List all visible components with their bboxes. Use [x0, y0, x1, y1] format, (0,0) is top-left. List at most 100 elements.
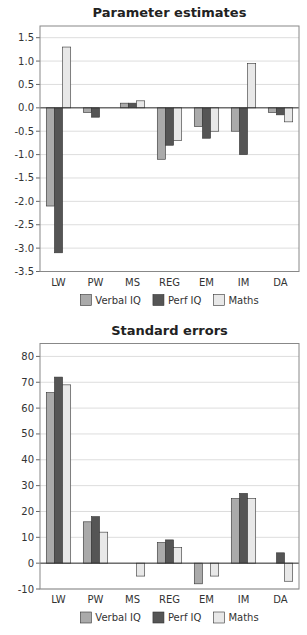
bar [128, 103, 136, 108]
x-tick-label: PW [88, 594, 104, 605]
bar [231, 108, 239, 131]
y-tick-label: 40 [21, 454, 34, 465]
y-tick-label: 1.5 [18, 32, 34, 43]
legend-swatch [80, 295, 91, 306]
chart-panel: Standard errors-1001020304050607080LWPWM… [18, 323, 299, 624]
y-tick-label: 0.0 [18, 102, 34, 113]
y-tick [36, 224, 40, 225]
bar [231, 499, 239, 564]
x-tick-label: EM [199, 277, 214, 288]
legend-label: Maths [228, 295, 258, 306]
grid-line [40, 511, 299, 512]
y-tick [36, 61, 40, 62]
grid-line [40, 154, 299, 155]
bars [46, 47, 292, 253]
bar [157, 542, 165, 563]
bar [194, 563, 202, 584]
grid-line [40, 61, 299, 62]
y-tick [36, 271, 40, 272]
bar [120, 103, 128, 108]
legend-label: Verbal IQ [95, 295, 141, 306]
y-tick-label: -3.5 [14, 266, 34, 277]
bar [276, 553, 284, 563]
legend-label: Perf IQ [168, 295, 202, 306]
bar [268, 108, 276, 113]
y-tick [36, 511, 40, 512]
bar [165, 108, 173, 145]
bars [46, 377, 292, 584]
bar [174, 108, 182, 141]
bar [137, 101, 145, 108]
y-tick-label: -2.5 [14, 219, 34, 230]
grid-line [40, 563, 299, 564]
bar [202, 108, 210, 138]
legend-item: Perf IQ [153, 295, 202, 306]
bar [54, 108, 62, 253]
y-tick [36, 37, 40, 38]
bar [285, 563, 293, 581]
y-tick-label: 20 [21, 506, 34, 517]
chart-panel: Parameter estimates-3.5-3.0-2.5-2.0-1.5-… [14, 5, 299, 306]
bar [211, 563, 219, 576]
legend-item: Verbal IQ [80, 612, 141, 623]
x-tick-label: IM [238, 594, 250, 605]
y-tick [36, 433, 40, 434]
grid-line [40, 433, 299, 434]
legend: Verbal IQPerf IQMaths [80, 612, 258, 623]
x-tick-label: REG [159, 594, 180, 605]
x-tick-label: EM [199, 594, 214, 605]
y-tick-label: 60 [21, 403, 34, 414]
x-tick-label: LW [51, 594, 66, 605]
x-tick-label: PW [88, 277, 104, 288]
y-tick-label: 0.5 [18, 79, 34, 90]
x-tick-label: REG [159, 277, 180, 288]
y-tick [36, 382, 40, 383]
x-tick-label: DA [273, 277, 288, 288]
y-tick [36, 408, 40, 409]
bar [174, 548, 182, 564]
y-tick-label: -2.0 [14, 196, 34, 207]
legend-swatch [213, 295, 224, 306]
legend-label: Maths [228, 612, 258, 623]
grid-line [40, 224, 299, 225]
bar [100, 532, 108, 563]
y-tick-label: 0 [28, 558, 34, 569]
y-tick-label: 1.0 [18, 56, 34, 67]
bar [285, 108, 293, 122]
zero-line [40, 563, 299, 564]
y-tick [36, 485, 40, 486]
bar [91, 517, 99, 564]
y-tick [36, 131, 40, 132]
y-tick [36, 154, 40, 155]
grid-line [40, 201, 299, 202]
y-tick [36, 589, 40, 590]
y-tick-label: 30 [21, 480, 34, 491]
bar [46, 108, 54, 206]
figure: Parameter estimates-3.5-3.0-2.5-2.0-1.5-… [0, 0, 307, 635]
y-tick-label: 10 [21, 532, 34, 543]
zero-line [40, 107, 299, 108]
y-tick [36, 84, 40, 85]
grid-line [40, 485, 299, 486]
grid-line [40, 459, 299, 460]
bar [54, 377, 62, 563]
y-tick-label: 70 [21, 377, 34, 388]
legend-swatch [213, 612, 224, 623]
bar [137, 563, 145, 576]
y-tick-label: 50 [21, 428, 34, 439]
chart-title: Parameter estimates [93, 5, 247, 20]
chart-title: Standard errors [111, 323, 228, 338]
bar [239, 108, 247, 155]
plot-frame [40, 26, 299, 272]
legend-item: Verbal IQ [80, 295, 141, 306]
bar [63, 385, 71, 563]
y-tick-label: -1.5 [14, 172, 34, 183]
legend-item: Maths [213, 612, 258, 623]
legend-label: Verbal IQ [95, 612, 141, 623]
y-tick [36, 356, 40, 357]
grid-line [40, 248, 299, 249]
y-tick [36, 107, 40, 108]
grid-line [40, 537, 299, 538]
legend: Verbal IQ Perf IQ Maths [80, 295, 258, 306]
y-tick [36, 537, 40, 538]
